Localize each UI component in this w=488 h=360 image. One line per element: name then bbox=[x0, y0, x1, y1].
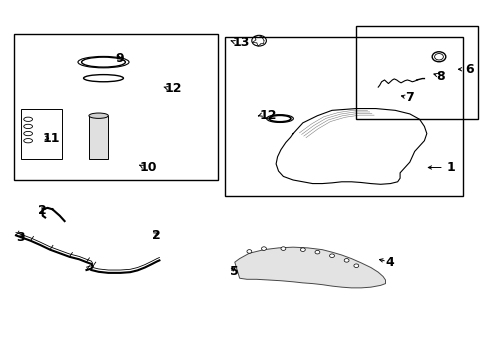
Circle shape bbox=[353, 264, 358, 267]
Text: 2: 2 bbox=[38, 204, 46, 217]
Text: 2: 2 bbox=[152, 229, 161, 242]
Text: 10: 10 bbox=[140, 161, 157, 174]
Text: 4: 4 bbox=[385, 256, 393, 269]
Circle shape bbox=[329, 254, 334, 257]
Polygon shape bbox=[234, 247, 385, 288]
Circle shape bbox=[300, 248, 305, 251]
Circle shape bbox=[314, 250, 319, 254]
Circle shape bbox=[281, 247, 285, 250]
Circle shape bbox=[246, 249, 251, 253]
Text: 8: 8 bbox=[436, 70, 444, 83]
Text: 13: 13 bbox=[232, 36, 249, 49]
Text: 6: 6 bbox=[465, 63, 473, 76]
Circle shape bbox=[261, 247, 266, 250]
Text: 12: 12 bbox=[164, 82, 182, 95]
Bar bbox=[224, 37, 462, 196]
Circle shape bbox=[344, 258, 348, 262]
Text: 12: 12 bbox=[259, 109, 276, 122]
Text: 7: 7 bbox=[404, 91, 413, 104]
Text: 5: 5 bbox=[229, 265, 238, 278]
Text: 3: 3 bbox=[16, 231, 24, 244]
Ellipse shape bbox=[89, 113, 108, 118]
Bar bbox=[356, 26, 477, 119]
Text: 9: 9 bbox=[116, 52, 124, 65]
Text: 11: 11 bbox=[42, 132, 60, 145]
Text: 1: 1 bbox=[446, 161, 454, 174]
Bar bbox=[21, 109, 62, 158]
Bar bbox=[14, 33, 217, 180]
Bar bbox=[89, 116, 108, 158]
